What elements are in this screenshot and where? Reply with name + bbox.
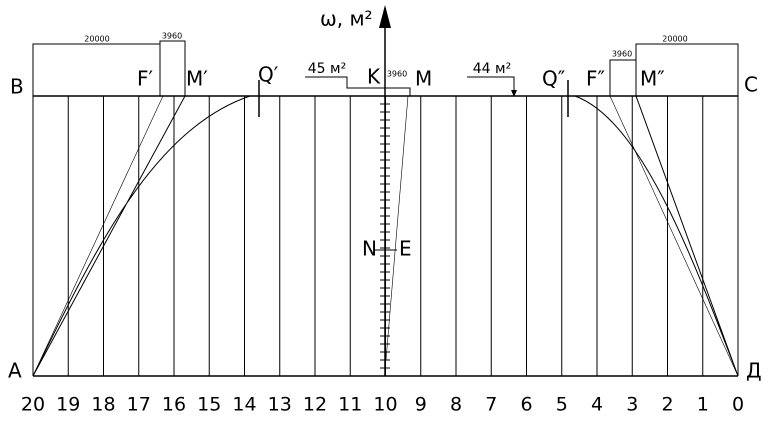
leader <box>467 76 515 94</box>
point-label: C <box>744 73 758 97</box>
point-label: M′ <box>186 67 208 91</box>
volume: 44 м² <box>473 61 511 77</box>
volume: 20000 <box>84 35 109 44</box>
station-label: 7 <box>485 394 497 416</box>
station-label: 19 <box>56 394 80 416</box>
axis-arrow <box>379 5 391 28</box>
axis-ticks <box>380 103 390 369</box>
station-label: 11 <box>338 394 362 416</box>
box <box>635 43 739 96</box>
station-label: 4 <box>591 394 603 416</box>
box <box>609 59 636 96</box>
station-label: 9 <box>415 394 427 416</box>
station-label: 16 <box>162 394 186 416</box>
stations: 20 19 18 17 16 15 14 13 12 11 10 9 8 7 6 5 4 3 2 1 0 <box>21 394 744 416</box>
point-label: Q′ <box>258 63 279 87</box>
station-label: 13 <box>268 394 292 416</box>
volume: 3960 <box>612 50 632 59</box>
volume: 20000 <box>662 35 687 44</box>
volume: 3960 <box>387 70 407 79</box>
point-label: A <box>8 359 22 383</box>
station-label: 20 <box>21 394 45 416</box>
point-label: B <box>10 75 24 99</box>
station-label: 10 <box>373 394 397 416</box>
point-label: Q″ <box>542 67 565 91</box>
point-label: K <box>367 65 381 89</box>
station-label: 3 <box>626 394 638 416</box>
point-label: Д <box>746 359 762 383</box>
station-label: 5 <box>556 394 568 416</box>
volume: 45 м² <box>308 61 346 77</box>
station-label: 18 <box>91 394 115 416</box>
station-label: 8 <box>450 394 462 416</box>
point-label: N <box>362 237 377 261</box>
station-label: 12 <box>303 394 327 416</box>
point-label: F′ <box>137 67 154 91</box>
station-label: 17 <box>127 394 151 416</box>
line-left <box>32 95 164 377</box>
box <box>159 40 186 96</box>
box <box>385 87 411 96</box>
station-label: 0 <box>732 394 744 416</box>
volume: 3960 <box>162 32 182 41</box>
axis-label: ω, м² <box>320 7 373 31</box>
hatch-right <box>574 95 739 377</box>
point-label: F″ <box>586 67 605 91</box>
hatch-left <box>32 95 251 377</box>
station-label: 1 <box>697 394 709 416</box>
point-label: M″ <box>640 67 665 91</box>
point-label: M <box>415 67 432 91</box>
line-center <box>385 95 409 361</box>
station-label: 2 <box>661 394 673 416</box>
station-label: 14 <box>232 394 256 416</box>
line-right <box>609 95 739 377</box>
point-label: E <box>399 237 412 261</box>
station-label: 15 <box>197 394 221 416</box>
box <box>305 76 385 89</box>
arrow <box>511 90 517 97</box>
station-label: 6 <box>520 394 532 416</box>
